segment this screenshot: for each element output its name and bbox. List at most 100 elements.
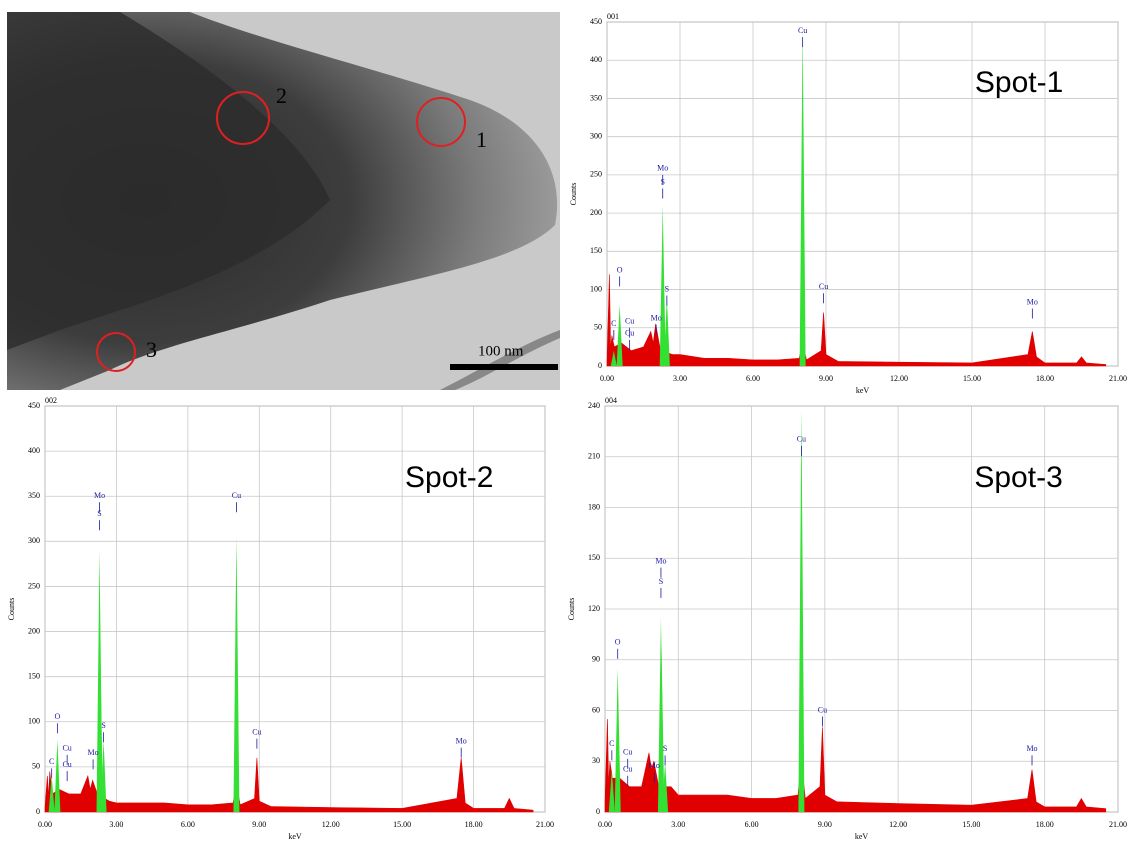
y-tick-label: 100 — [590, 284, 602, 293]
peak-label: O — [617, 265, 623, 274]
x-tick-label: 21.00 — [1109, 374, 1127, 383]
peak-label: Mo — [657, 164, 668, 173]
panel-tag: 004 — [605, 396, 617, 405]
peak — [658, 642, 665, 812]
peak — [663, 297, 670, 366]
spot-label: 1 — [476, 127, 487, 152]
peak-label: S — [663, 744, 667, 753]
peak — [100, 739, 107, 812]
peak-label: C — [49, 757, 54, 766]
y-tick-label: 60 — [592, 705, 600, 714]
y-tick-label: 100 — [28, 717, 40, 726]
spectrum-chart: 0 30 60 90 120 150 180 210 240 0.00 3.00 6.00 9.00 12… — [567, 396, 1127, 841]
peak-label: Mo — [94, 491, 105, 500]
spot-circle — [216, 91, 270, 145]
y-tick-label: 250 — [590, 170, 602, 179]
peak-label: Cu — [818, 705, 827, 714]
peak-label: Mo — [651, 313, 662, 322]
x-tick-label: 12.00 — [890, 374, 908, 383]
x-tick-label: 6.00 — [746, 374, 760, 383]
peak — [48, 775, 55, 812]
y-tick-label: 450 — [590, 17, 602, 26]
peak-label: Cu — [625, 329, 634, 338]
peak — [614, 668, 621, 812]
x-tick-label: 15.00 — [963, 374, 981, 383]
y-tick-label: 240 — [588, 401, 600, 410]
y-tick-label: 50 — [32, 762, 40, 771]
x-tick-label: 0.00 — [38, 820, 52, 829]
peak-label: S — [665, 284, 669, 293]
x-tick-label: 12.00 — [322, 820, 340, 829]
peak-label: S — [660, 177, 664, 186]
peak-label: Mo — [1026, 744, 1037, 753]
peak — [799, 29, 806, 367]
y-tick-label: 450 — [28, 401, 40, 410]
y-tick-label: 300 — [28, 536, 40, 545]
y-tick-label: 350 — [28, 491, 40, 500]
y-axis-label: Counts — [569, 183, 578, 206]
y-tick-label: 200 — [590, 208, 602, 217]
y-tick-label: 210 — [588, 452, 600, 461]
peak-label: Cu — [798, 26, 807, 35]
x-tick-label: 15.00 — [393, 820, 411, 829]
peak — [660, 274, 667, 366]
x-axis-label: keV — [855, 832, 869, 841]
spectrum-area — [604, 718, 1107, 813]
peak-label: Mo — [655, 556, 666, 565]
x-axis-label: keV — [288, 832, 302, 841]
y-tick-label: 0 — [596, 807, 600, 816]
x-tick-label: 9.00 — [252, 820, 266, 829]
peak — [610, 350, 617, 366]
y-tick-label: 300 — [590, 131, 602, 140]
peak-label: Mo — [1027, 297, 1038, 306]
y-tick-label: 400 — [28, 446, 40, 455]
y-tick-label: 0 — [598, 361, 602, 370]
peak-label: Mo — [88, 748, 99, 757]
y-tick-label: 150 — [588, 553, 600, 562]
y-tick-label: 30 — [592, 756, 600, 765]
plot-area — [606, 21, 1119, 367]
x-tick-label: 18.00 — [1036, 374, 1054, 383]
peak-label: Cu — [62, 760, 71, 769]
y-tick-label: 50 — [594, 323, 602, 332]
peak-label: Cu — [252, 727, 261, 736]
spectrum-chart: 0 50 100 150 200 250 300 350 400 450 0.00 3.00 6.00 9… — [569, 12, 1127, 395]
x-tick-label: 21.00 — [1109, 820, 1127, 829]
peak-label: Cu — [819, 282, 828, 291]
y-tick-label: 0 — [36, 807, 40, 816]
x-tick-label: 9.00 — [818, 820, 832, 829]
peak-label: Mo — [456, 736, 467, 745]
y-tick-label: 90 — [592, 655, 600, 664]
x-tick-label: 0.00 — [598, 820, 612, 829]
x-axis-label: keV — [856, 386, 870, 395]
panel-tag: 002 — [45, 396, 57, 405]
peak — [616, 304, 623, 366]
x-tick-label: 0.00 — [600, 374, 614, 383]
peak-label: S — [101, 721, 105, 730]
x-tick-label: 15.00 — [962, 820, 980, 829]
tem-image: 1 2 3 100 nm — [7, 12, 560, 390]
y-tick-label: 120 — [588, 604, 600, 613]
x-tick-label: 12.00 — [889, 820, 907, 829]
y-tick-label: 400 — [590, 55, 602, 64]
y-tick-label: 150 — [590, 246, 602, 255]
x-tick-label: 21.00 — [536, 820, 554, 829]
tem-core — [7, 12, 330, 350]
peak-label: O — [615, 638, 621, 647]
peak — [54, 739, 61, 812]
peak-label: Cu — [623, 765, 632, 774]
spot-circle — [416, 97, 466, 147]
tem-film — [440, 330, 560, 390]
peak-label: Cu — [623, 748, 632, 757]
peak-label: Mo — [649, 761, 660, 770]
peak-label: S — [659, 577, 663, 586]
x-tick-label: 9.00 — [819, 374, 833, 383]
peak-label: Cu — [232, 491, 241, 500]
y-axis-label: Counts — [567, 598, 576, 621]
x-tick-label: 6.00 — [745, 820, 759, 829]
spot-label: 3 — [146, 337, 157, 362]
chart-title: Spot-2 — [405, 461, 493, 494]
peak-label: S — [97, 509, 101, 518]
